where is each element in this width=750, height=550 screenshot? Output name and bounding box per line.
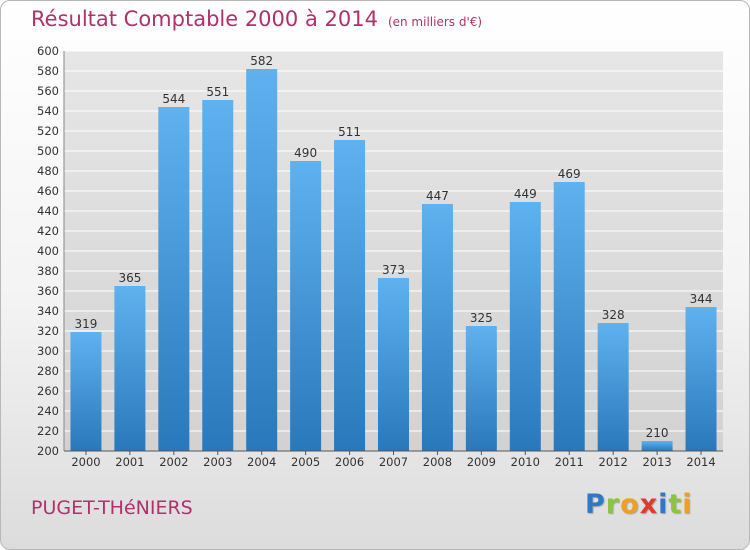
data-label: 490: [294, 146, 317, 160]
data-label: 365: [118, 271, 141, 285]
bar: [378, 278, 409, 451]
y-tick-label: 560: [37, 84, 59, 98]
data-label: 328: [602, 308, 625, 322]
bar: [509, 202, 541, 451]
x-tick-label: 2006: [335, 455, 364, 469]
data-label: 511: [338, 125, 361, 139]
x-tick-label: 2008: [423, 455, 452, 469]
y-tick-label: 360: [37, 284, 59, 298]
bar: [685, 307, 717, 451]
y-tick-label: 500: [37, 144, 59, 158]
x-tick-label: 2013: [642, 455, 671, 469]
y-tick-label: 480: [37, 164, 59, 178]
logo-letter: i: [682, 489, 693, 520]
x-tick-label: 2003: [203, 455, 232, 469]
y-tick-label: 580: [37, 64, 59, 78]
logo-letter: r: [605, 489, 621, 520]
data-label: 449: [514, 187, 537, 201]
bar: [114, 286, 146, 451]
data-label: 469: [558, 167, 581, 181]
y-tick-label: 460: [37, 184, 59, 198]
y-tick-label: 240: [37, 404, 59, 418]
y-tick-label: 300: [37, 344, 59, 358]
y-tick-label: 280: [37, 364, 59, 378]
x-tick-label: 2007: [379, 455, 408, 469]
data-label: 344: [690, 292, 713, 306]
y-tick-label: 540: [37, 104, 59, 118]
y-tick-label: 320: [37, 324, 59, 338]
data-label: 447: [426, 189, 449, 203]
x-tick-label: 2000: [71, 455, 100, 469]
x-tick-label: 2011: [555, 455, 584, 469]
chart-title-block: Résultat Comptable 2000 à 2014 (en millie…: [31, 7, 482, 31]
bar: [597, 323, 629, 451]
data-label: 325: [470, 311, 493, 325]
y-tick-label: 340: [37, 304, 59, 318]
logo-letter: i: [658, 489, 669, 520]
bar: [202, 100, 234, 451]
logo-letter: P: [585, 489, 606, 520]
logo-letter: x: [639, 489, 659, 520]
bar: [465, 326, 497, 451]
x-tick-label: 2014: [686, 455, 715, 469]
data-label: 210: [646, 426, 669, 440]
y-tick-label: 220: [37, 424, 59, 438]
y-tick-label: 520: [37, 124, 59, 138]
y-tick-label: 200: [37, 444, 59, 458]
bar: [290, 161, 322, 451]
bar: [553, 182, 585, 451]
bar: [334, 140, 366, 451]
data-label: 551: [206, 85, 229, 99]
chart-title: Résultat Comptable 2000 à 2014: [31, 7, 378, 31]
proxiti-logo: Proxiti: [585, 489, 693, 520]
y-tick-label: 420: [37, 224, 59, 238]
bar: [246, 69, 278, 451]
bar: [421, 204, 453, 451]
y-tick-label: 380: [37, 264, 59, 278]
data-label: 544: [162, 92, 185, 106]
bar: [70, 332, 102, 451]
x-tick-label: 2009: [467, 455, 496, 469]
bar: [641, 441, 673, 451]
y-tick-label: 440: [37, 204, 59, 218]
y-tick-label: 600: [37, 44, 59, 58]
chart-unit-label: (en milliers d'€): [387, 15, 483, 29]
commune-name: PUGET-THéNIERS: [31, 497, 193, 519]
data-label: 582: [250, 54, 273, 68]
data-label: 319: [75, 317, 98, 331]
x-tick-label: 2012: [599, 455, 628, 469]
x-tick-label: 2002: [159, 455, 188, 469]
bar: [158, 107, 190, 451]
x-tick-label: 2001: [115, 455, 144, 469]
logo-letter: t: [668, 489, 683, 520]
x-tick-label: 2005: [291, 455, 320, 469]
y-tick-label: 260: [37, 384, 59, 398]
x-tick-label: 2010: [511, 455, 540, 469]
y-tick-label: 400: [37, 244, 59, 258]
logo-letter: o: [620, 489, 640, 520]
x-tick-label: 2004: [247, 455, 276, 469]
data-label: 373: [382, 263, 405, 277]
